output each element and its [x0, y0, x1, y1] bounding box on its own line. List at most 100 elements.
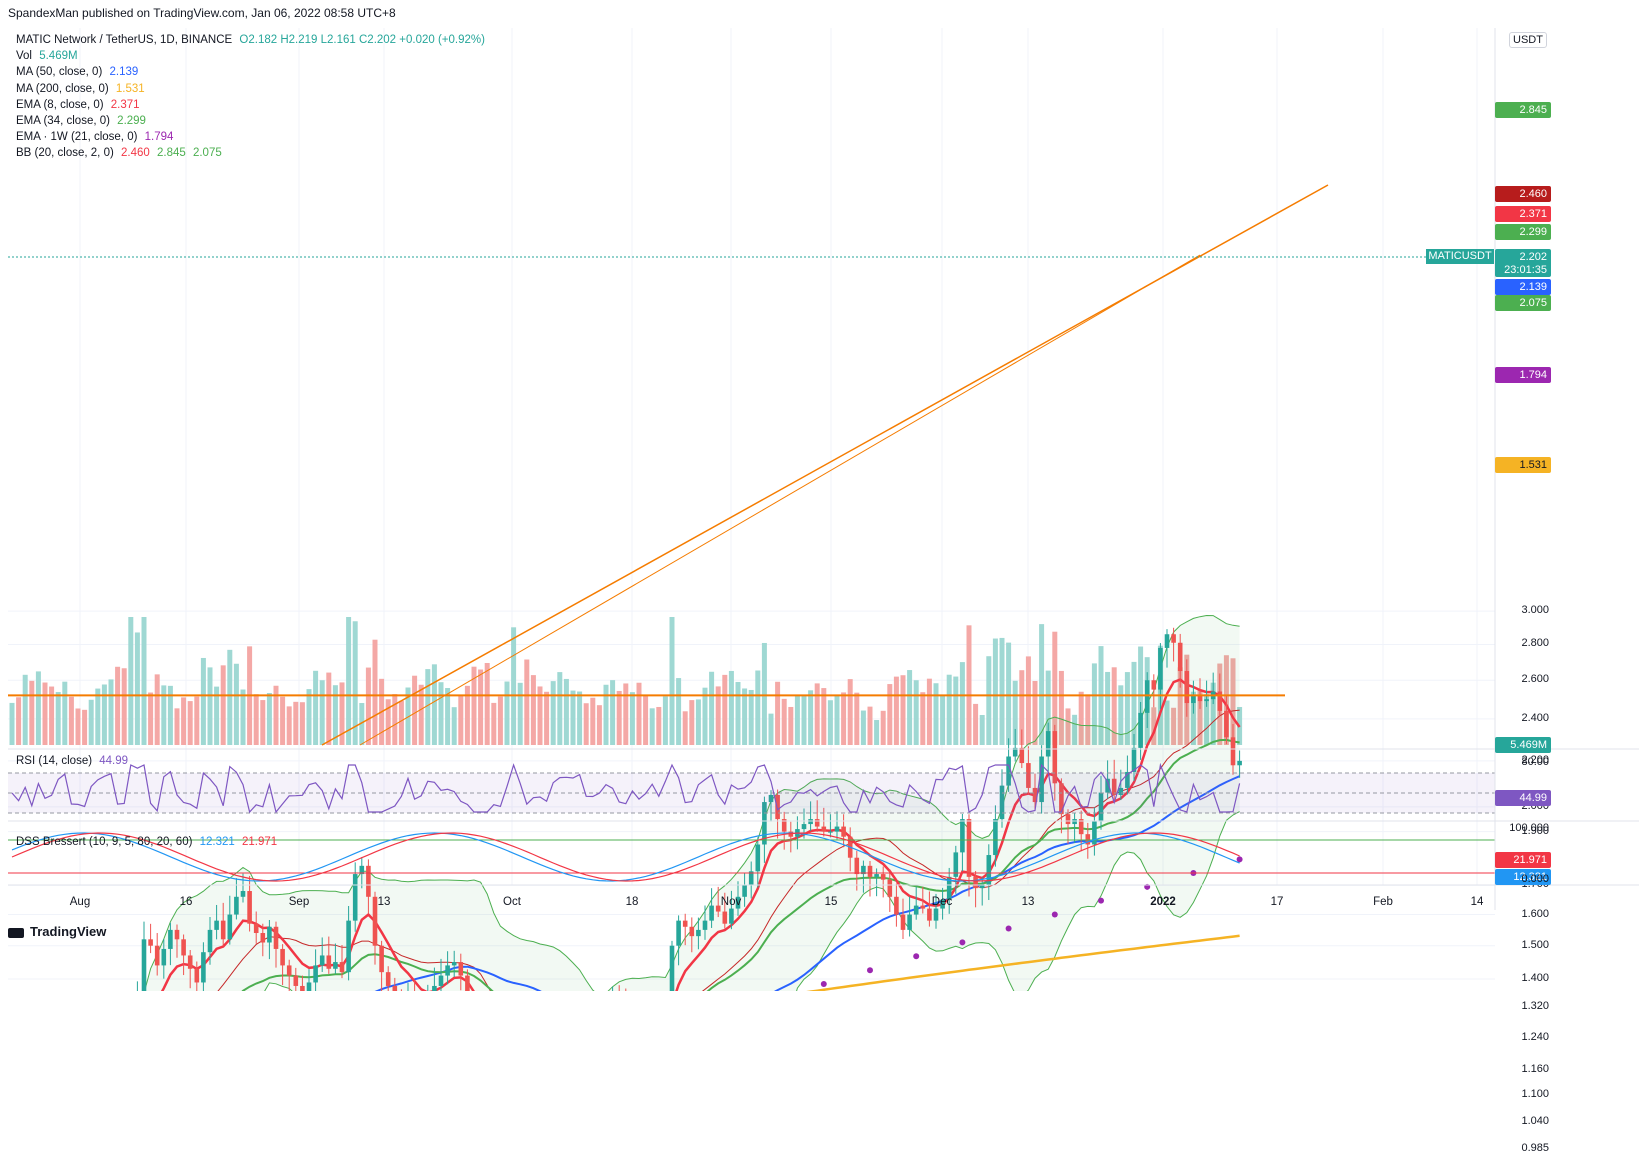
candle-body — [986, 855, 992, 886]
rsi-value: 44.99 — [99, 755, 129, 767]
last-price: 2.202 — [1519, 251, 1547, 263]
volume-bar — [1039, 624, 1045, 745]
volume-bar — [88, 699, 94, 745]
price-tick: 1.240 — [1521, 1030, 1549, 1043]
volume-bar — [979, 714, 985, 745]
rsi-legend[interactable]: RSI (14, close) 44.99 — [16, 755, 128, 767]
candle-body — [253, 923, 259, 934]
dss-legend[interactable]: DSS Bressert (10, 9, 5, 80, 20, 60) 12.3… — [16, 836, 277, 848]
dss-badge-red: 21.971 — [1495, 852, 1551, 868]
volume-bar — [108, 679, 114, 745]
volume-bar — [577, 691, 583, 745]
volume-bar — [352, 621, 358, 745]
ema8-value: 2.371 — [110, 98, 140, 111]
candle-body — [808, 819, 813, 825]
candle-body — [1171, 634, 1176, 643]
price-tick: 0.985 — [1521, 1141, 1549, 1154]
candle-body — [722, 911, 728, 924]
volume-bar — [649, 708, 655, 745]
volume-bar — [1058, 670, 1064, 745]
volume-bar — [715, 686, 721, 745]
candle-body — [696, 929, 701, 937]
volume-bar — [900, 675, 906, 745]
volume-bar — [590, 697, 596, 745]
volume-bar — [286, 706, 292, 745]
volume-bar — [517, 682, 523, 745]
volume-bar — [405, 687, 411, 745]
volume-bar — [273, 685, 279, 745]
candle-body — [973, 876, 978, 889]
ema1w-value: 1.794 — [144, 131, 174, 144]
volume-bar — [808, 690, 814, 745]
tradingview-logo[interactable]: TradingView — [8, 924, 106, 939]
candle-body — [993, 819, 998, 856]
volume-bar — [1171, 707, 1177, 745]
candle-body — [227, 914, 233, 940]
legend-ma50[interactable]: MA (50, close, 0) 2.139 — [16, 64, 485, 80]
volume-bar — [1230, 658, 1236, 745]
volume-bar — [841, 692, 847, 745]
ema34-line — [241, 738, 1240, 991]
candle-body — [709, 905, 714, 921]
legend-ma200[interactable]: MA (200, close, 0) 1.531 — [16, 81, 485, 97]
candle-body — [814, 819, 820, 827]
volume-bar — [1025, 656, 1031, 745]
volume-bar — [491, 702, 497, 745]
ma200-value: 1.531 — [115, 82, 145, 95]
candle-body — [451, 962, 457, 966]
legend-vol[interactable]: Vol 5.469M — [16, 48, 485, 64]
bb-label: BB (20, close, 2, 0) — [16, 147, 114, 160]
volume-bar — [174, 708, 180, 745]
volume-bar — [1006, 642, 1012, 745]
volume-bar — [359, 703, 365, 745]
volume-bar — [1019, 670, 1025, 745]
legend-ema34[interactable]: EMA (34, close, 0) 2.299 — [16, 113, 485, 129]
ema34-label: EMA (34, close, 0) — [16, 115, 110, 128]
volume-bar — [511, 627, 517, 745]
candle-body — [214, 920, 219, 930]
volume-bar — [689, 700, 695, 745]
time-tick: Nov — [720, 896, 742, 908]
volume-bar — [1111, 667, 1117, 745]
vol-label: Vol — [16, 50, 32, 63]
candle-body — [465, 975, 470, 991]
candle-body — [445, 965, 450, 976]
candle-body — [920, 905, 926, 909]
volume-bar — [702, 687, 708, 745]
bb-upper — [144, 614, 1240, 991]
volume-bar — [821, 688, 827, 745]
candle-body — [1138, 712, 1143, 748]
candle-body — [907, 914, 912, 930]
trend-lines — [8, 184, 1329, 746]
legend-ema1w[interactable]: EMA · 1W (21, close, 0) 1.794 — [16, 129, 485, 145]
price-tick: 1.600 — [1521, 907, 1549, 920]
candle-body — [234, 896, 239, 915]
time-tick: 16 — [179, 896, 193, 908]
volume-bar — [167, 685, 173, 745]
legend-ema8[interactable]: EMA (8, close, 0) 2.371 — [16, 97, 485, 113]
volume-bar — [187, 701, 193, 745]
volume-bar — [1124, 672, 1130, 745]
candle-body — [762, 802, 767, 845]
candle-body — [273, 926, 279, 949]
price-tick: 1.900 — [1521, 824, 1549, 837]
last-price-badge: 2.202 23:01:35 — [1495, 249, 1551, 277]
candle-body — [1032, 787, 1038, 803]
volume-bar — [695, 699, 701, 745]
candle-body — [1184, 671, 1190, 704]
candle-body — [161, 948, 167, 966]
volume-bar — [544, 691, 550, 745]
price-chart[interactable] — [0, 0, 1639, 991]
candle-body — [432, 985, 437, 991]
legend-bb[interactable]: BB (20, close, 2, 0) 2.460 2.845 2.075 — [16, 145, 485, 161]
volume-bar — [220, 665, 226, 745]
currency-selector[interactable]: USDT — [1509, 32, 1547, 48]
candle-body — [861, 865, 866, 875]
ema1w-label: EMA · 1W (21, close, 0) — [16, 131, 138, 144]
candle-body — [339, 962, 345, 973]
legend-title-row: MATIC Network / TetherUS, 1D, BINANCE O2… — [16, 32, 485, 48]
volume-bar — [260, 700, 266, 745]
candle-body — [1085, 834, 1091, 845]
candle-body — [220, 920, 226, 940]
volume-bar — [794, 695, 800, 745]
